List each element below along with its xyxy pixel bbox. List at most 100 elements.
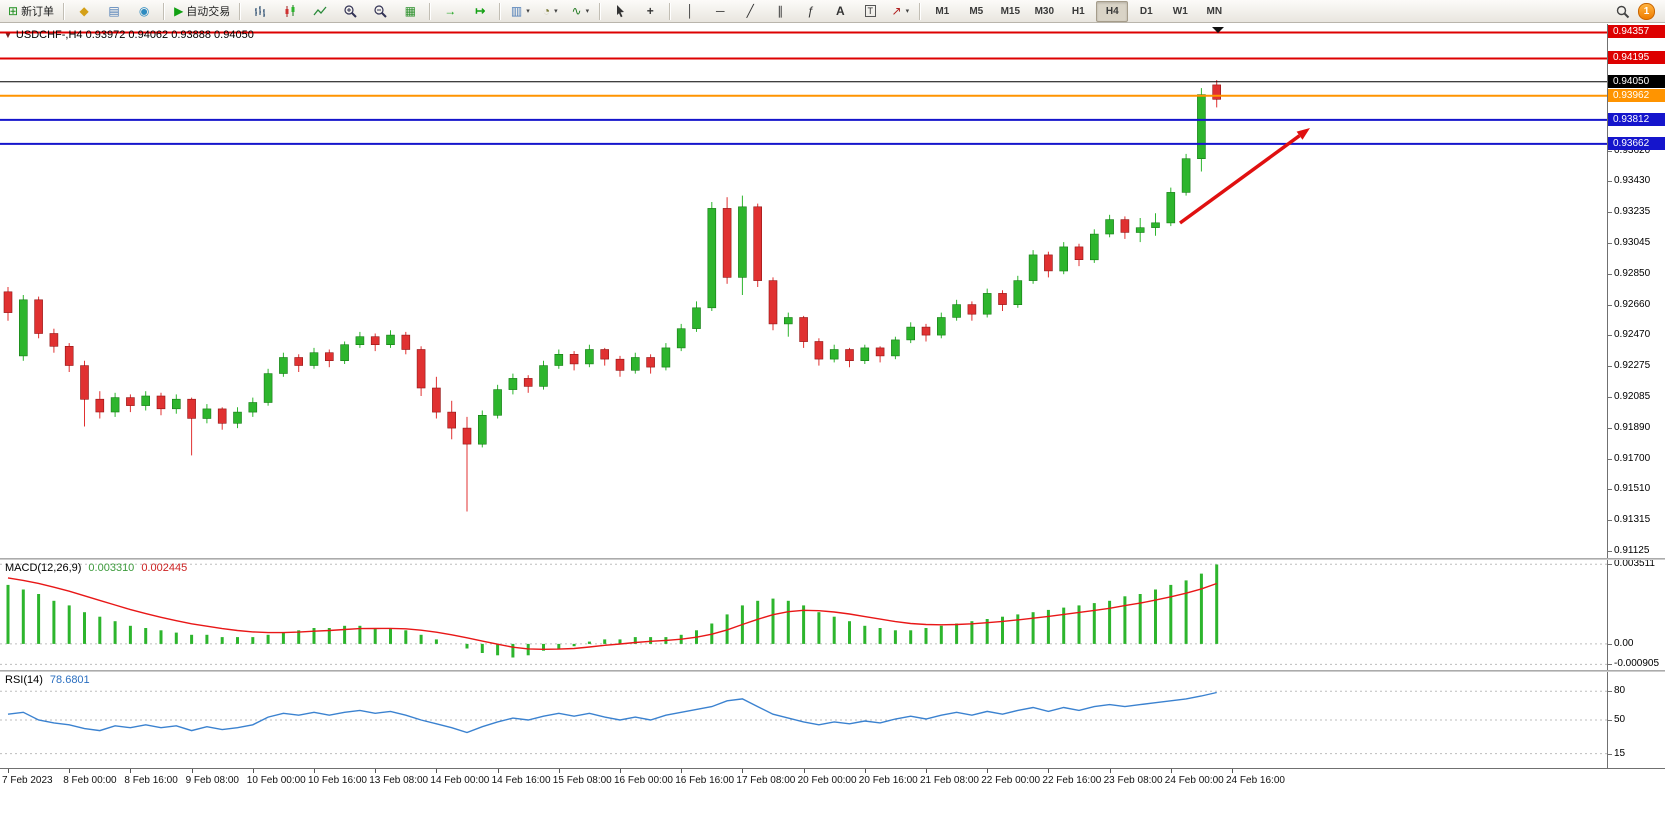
- time-axis-divider: [0, 768, 1665, 769]
- profiles-button[interactable]: ◔ ▾: [536, 1, 564, 22]
- time-axis-label: 22 Feb 00:00: [981, 775, 1041, 786]
- panel-splitter[interactable]: [0, 558, 1665, 560]
- zoom-out-button[interactable]: [366, 1, 394, 22]
- time-axis-tick: [681, 769, 683, 773]
- timeframe-m15-button[interactable]: M15: [1000, 5, 1021, 17]
- timeframe-mn-button[interactable]: MN: [1206, 5, 1223, 17]
- auto-trading-label: 自动交易: [186, 6, 231, 18]
- trend-arrow-annotation[interactable]: [1178, 128, 1310, 225]
- time-axis-label: 24 Feb 16:00: [1226, 775, 1285, 786]
- rsi-indicator-label: RSI(14) 78.6801: [5, 674, 90, 686]
- price-chart-canvas[interactable]: [0, 24, 1607, 558]
- time-axis-tick: [436, 769, 438, 773]
- indicators-button[interactable]: ∿ ▾: [566, 1, 594, 22]
- time-axis-tick: [926, 769, 927, 773]
- new-order-button[interactable]: ⊞ 新订单: [4, 1, 58, 22]
- auto-scroll-icon: →: [444, 4, 457, 18]
- fibonacci-tool-button[interactable]: ƒ: [796, 1, 824, 22]
- fibonacci-icon: ƒ: [806, 4, 814, 18]
- crosshair-icon: +: [646, 4, 654, 18]
- time-axis-tick: [558, 769, 560, 773]
- timeframe-d1-button[interactable]: D1: [1139, 5, 1153, 17]
- timeframe-m1-button[interactable]: M1: [935, 5, 950, 17]
- toolbar: ⊞ 新订单 ◆ ▤ ◉ ▶ 自动交易 ▦ → ↦ ▥ ▾ ◔ ▾ ∿ ▾ + │ ─ …: [0, 0, 1665, 23]
- macd-indicator-label: MACD(12,26,9) 0.003310 0.002445: [5, 562, 187, 574]
- price-axis-label: 0.91510: [1614, 483, 1651, 495]
- toolbar-separator: [163, 2, 166, 20]
- price-axis-tick: [1608, 304, 1612, 306]
- new-chart-icon: ▥: [510, 4, 523, 18]
- chart-collapse-icon[interactable]: ▼: [4, 31, 12, 40]
- auto-scroll-button[interactable]: →: [436, 1, 464, 22]
- price-axis-label: 0.92275: [1614, 360, 1651, 372]
- rsi-axis-label: 15: [1614, 747, 1626, 759]
- trendline-tool-button[interactable]: ╱: [736, 1, 764, 22]
- price-axis-label: 0.93235: [1614, 206, 1651, 218]
- timeframe-m30-button[interactable]: M30: [1034, 5, 1055, 17]
- candlestick-mode-button[interactable]: [276, 1, 304, 22]
- panel-splitter[interactable]: [0, 670, 1665, 672]
- price-axis-tick: [1608, 428, 1612, 430]
- time-axis-tick: [742, 769, 744, 773]
- candles: [3, 80, 1221, 512]
- time-axis-tick: [1048, 769, 1050, 773]
- search-button[interactable]: [1608, 1, 1636, 22]
- time-axis-tick: [130, 769, 132, 773]
- price-axis-tick: [1608, 212, 1612, 214]
- label-tool-button[interactable]: T: [856, 1, 884, 22]
- chart-window-button[interactable]: ▤: [100, 1, 128, 22]
- time-axis-label: 22 Feb 16:00: [1042, 775, 1102, 786]
- navigator-button[interactable]: ◉: [130, 1, 158, 22]
- vertical-line-icon: │: [686, 4, 695, 18]
- time-axis-label: 15 Feb 08:00: [552, 775, 612, 786]
- horizontal-line-tool-button[interactable]: ─: [706, 1, 734, 22]
- line-chart-mode-button[interactable]: [306, 1, 334, 22]
- time-axis[interactable]: 7 Feb 2023 8 Feb 00:00 8 Feb 16:00 9 Feb 08…: [0, 769, 1665, 790]
- tile-windows-button[interactable]: ▦: [396, 1, 424, 22]
- price-line-tag: 0.94195: [1608, 51, 1665, 65]
- macd-panel-canvas[interactable]: [0, 560, 1607, 670]
- chart-shift-icon: ↦: [475, 4, 486, 18]
- arrows-tool-button[interactable]: ↗ ▾: [886, 1, 914, 22]
- rsi-axis-tick: [1608, 753, 1612, 755]
- timeframe-h4-button[interactable]: H4: [1096, 0, 1129, 22]
- time-axis-tick: [8, 769, 9, 773]
- time-axis-tick: [1232, 769, 1233, 773]
- bar-chart-mode-button[interactable]: [246, 1, 274, 22]
- chart-shift-marker[interactable]: [1212, 27, 1224, 33]
- notification-badge[interactable]: 1: [1638, 2, 1655, 20]
- time-axis-tick: [191, 769, 193, 773]
- text-tool-button[interactable]: A: [826, 1, 854, 22]
- chart-shift-button[interactable]: ↦: [466, 1, 494, 22]
- new-chart-button[interactable]: ▥ ▾: [506, 1, 534, 22]
- price-scale[interactable]: 0.93620 0.93430 0.93235 0.93045 0.92850 0.926…: [1607, 24, 1665, 769]
- time-axis-tick: [497, 769, 499, 773]
- auto-trading-play-icon: ▶: [174, 4, 184, 18]
- timeframe-m5-button[interactable]: M5: [969, 5, 984, 17]
- time-axis-label: 10 Feb 16:00: [308, 775, 367, 786]
- dropdown-caret-icon: ▾: [526, 8, 530, 15]
- zoom-in-button[interactable]: [336, 1, 364, 22]
- auto-trading-button[interactable]: ▶ 自动交易: [170, 1, 234, 22]
- vertical-line-tool-button[interactable]: │: [676, 1, 704, 22]
- time-axis-tick: [314, 769, 315, 773]
- time-axis-label: 8 Feb 00:00: [63, 775, 117, 786]
- timeframe-h1-button[interactable]: H1: [1071, 5, 1085, 17]
- channel-tool-button[interactable]: ∥: [766, 1, 794, 22]
- crosshair-tool-button[interactable]: +: [636, 1, 664, 22]
- rsi-panel-canvas[interactable]: [0, 672, 1607, 768]
- metaeditor-button[interactable]: ◆: [70, 1, 98, 22]
- price-line-tag: 0.93962: [1608, 88, 1665, 102]
- price-axis-tick: [1608, 489, 1612, 491]
- timeframe-w1-button[interactable]: W1: [1172, 5, 1188, 17]
- quote-header-text: USDCHF-,H4 0.93972 0.94062 0.93888 0.940…: [15, 29, 254, 41]
- time-axis-label: 20 Feb 16:00: [858, 775, 918, 786]
- macd-axis-tick: [1608, 564, 1612, 566]
- cursor-tool-button[interactable]: [606, 1, 634, 22]
- time-axis-label: 16 Feb 00:00: [614, 775, 673, 786]
- candlestick-icon: [285, 4, 295, 17]
- time-axis-tick: [620, 769, 621, 773]
- toolbar-separator: [669, 2, 672, 20]
- price-line-tag: 0.94050: [1608, 74, 1665, 88]
- price-axis-label: 0.92085: [1614, 390, 1651, 402]
